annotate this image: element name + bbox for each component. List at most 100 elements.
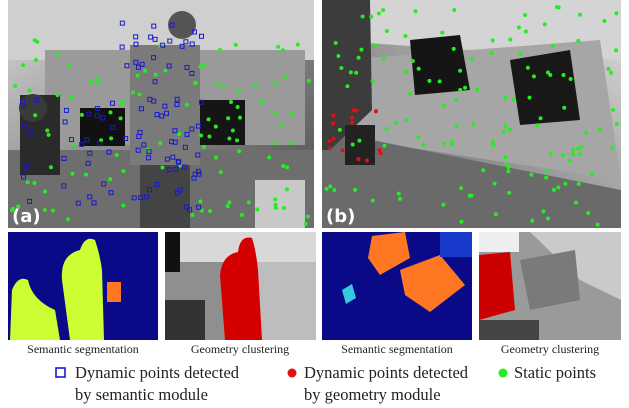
geometry-cluster-b — [479, 232, 621, 340]
feature-point — [255, 207, 260, 212]
feature-point — [511, 97, 516, 102]
geometry-cluster-a — [165, 232, 316, 340]
feature-point — [381, 8, 386, 13]
feature-point — [410, 59, 415, 64]
feature-point — [133, 59, 139, 65]
feature-point — [376, 11, 381, 16]
feature-point — [451, 46, 456, 51]
feature-point — [501, 130, 506, 135]
feature-point — [421, 142, 426, 147]
feature-point — [35, 39, 40, 44]
feature-point — [353, 187, 358, 192]
feature-point — [393, 120, 398, 125]
feature-point — [354, 70, 359, 75]
feature-point — [202, 63, 207, 68]
feature-point — [273, 205, 278, 210]
feature-point — [586, 210, 591, 215]
feature-point — [101, 181, 107, 187]
feature-point — [195, 152, 201, 158]
feature-point — [281, 206, 286, 211]
feature-point — [189, 126, 195, 132]
feature-point — [610, 145, 615, 150]
feature-point — [357, 138, 362, 143]
feature-point — [259, 99, 264, 104]
feature-point — [206, 117, 211, 122]
feature-point — [576, 181, 581, 186]
feature-point — [568, 77, 573, 82]
feature-point — [396, 191, 401, 196]
feature-point — [481, 168, 486, 173]
legend-marker — [287, 368, 297, 378]
feature-point — [162, 103, 168, 109]
feature-point — [273, 202, 278, 207]
feature-point — [403, 34, 408, 39]
feature-point — [348, 70, 353, 75]
feature-point — [28, 130, 34, 136]
feature-point — [133, 34, 139, 40]
feature-point — [235, 138, 240, 143]
feature-point — [27, 198, 33, 204]
feature-point — [606, 66, 611, 71]
feature-point — [45, 128, 50, 133]
feature-point — [273, 197, 278, 202]
feature-point — [535, 123, 540, 128]
feature-point — [96, 76, 101, 81]
feature-point — [177, 131, 182, 136]
feature-point — [110, 124, 116, 130]
feature-point — [333, 40, 338, 45]
feature-point — [108, 177, 113, 182]
feature-point — [106, 149, 112, 155]
feature-point — [191, 29, 197, 35]
feature-point — [328, 146, 333, 151]
semantic-seg-a — [8, 232, 158, 340]
feature-point — [327, 138, 332, 143]
feature-point — [34, 97, 40, 103]
feature-point — [575, 146, 580, 151]
caption: Semantic segmentation — [27, 342, 139, 356]
feature-point — [303, 221, 308, 226]
feature-point — [154, 181, 160, 187]
feature-point — [96, 141, 102, 147]
feature-point — [72, 142, 77, 147]
feature-point — [169, 22, 175, 28]
panel-label: (b) — [326, 206, 355, 227]
feature-point — [99, 138, 104, 143]
feature-point — [146, 187, 152, 193]
feature-point — [138, 195, 144, 201]
feature-point — [469, 56, 474, 61]
feature-point — [364, 158, 369, 163]
feature-point — [70, 171, 75, 176]
feature-point — [190, 212, 195, 217]
feature-point — [67, 62, 72, 67]
feature-point — [166, 63, 172, 69]
feature-point — [407, 92, 412, 97]
feature-point — [518, 51, 523, 56]
feature-point — [331, 136, 336, 141]
feature-point — [345, 84, 350, 89]
feature-point — [507, 127, 512, 132]
feature-point — [10, 206, 15, 211]
feature-point — [27, 88, 32, 93]
feature-point — [356, 55, 361, 60]
feature-point — [350, 142, 355, 147]
feature-point — [503, 124, 508, 129]
feature-point — [66, 217, 71, 222]
feature-point — [227, 200, 232, 205]
feature-point — [570, 147, 575, 152]
feature-point — [118, 101, 123, 106]
feature-point — [285, 165, 290, 170]
feature-point — [89, 79, 94, 84]
feature-point — [584, 130, 589, 135]
feature-point — [239, 212, 244, 217]
feature-point — [227, 136, 232, 141]
feature-point — [135, 73, 140, 78]
legend-marker — [498, 368, 508, 378]
feature-point — [561, 72, 566, 77]
feature-point — [404, 118, 409, 123]
feature-point — [384, 126, 389, 131]
feature-point — [191, 175, 197, 181]
feature-point — [79, 141, 85, 147]
feature-point — [114, 152, 119, 157]
feature-point — [283, 74, 288, 79]
feature-point — [506, 169, 511, 174]
